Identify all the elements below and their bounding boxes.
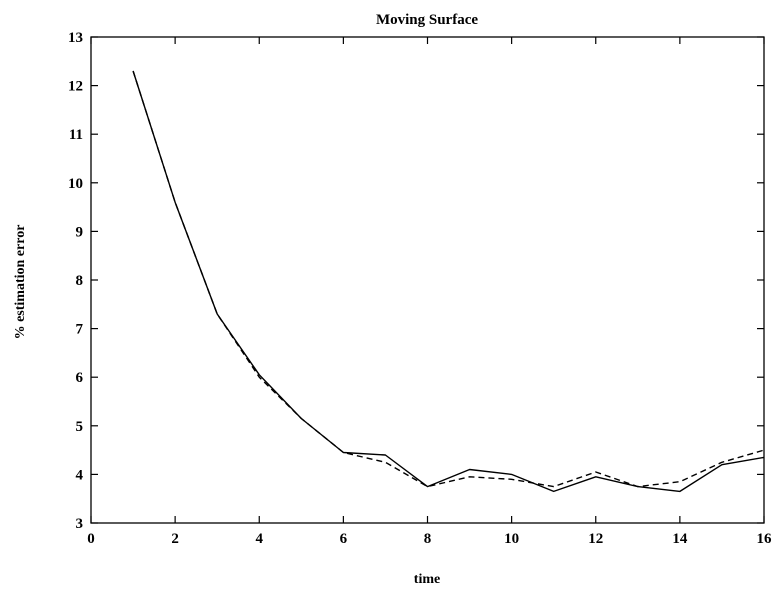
y-tick-label: 13: [68, 30, 83, 46]
x-tick-label: 16: [757, 531, 773, 547]
x-tick-label: 2: [171, 531, 179, 547]
x-tick-label: 14: [672, 531, 688, 547]
x-tick-label: 4: [256, 531, 264, 547]
series-line-solid: [132, 70, 765, 493]
chart-title: Moving Surface: [376, 12, 478, 28]
y-tick-label: 6: [76, 370, 84, 386]
y-tick-label: 7: [76, 322, 84, 338]
y-tick-label: 8: [76, 273, 84, 289]
series-line-dashed: [132, 70, 765, 488]
x-tick-label: 10: [504, 531, 519, 547]
plot-area: 0 2 4 6 8 10 12 14 16 3 4 5 6 7 8 9 10 11 12 13: [68, 30, 772, 547]
plot-frame: [90, 36, 765, 524]
x-tick-label: 0: [87, 531, 95, 547]
x-tick-label: 6: [340, 531, 348, 547]
x-tick-label: 8: [424, 531, 432, 547]
y-tick-label: 5: [76, 419, 84, 435]
y-axis-label: % estimation error: [13, 225, 28, 340]
x-tick-label: 12: [588, 531, 603, 547]
y-tick-label: 3: [76, 516, 84, 532]
y-tick-label: 4: [76, 467, 84, 483]
x-axis-label: time: [414, 572, 440, 587]
y-tick-label: 10: [68, 176, 83, 192]
y-tick-label: 12: [68, 79, 83, 95]
y-tick-label: 9: [76, 224, 84, 240]
y-tick-label: 11: [69, 127, 83, 143]
